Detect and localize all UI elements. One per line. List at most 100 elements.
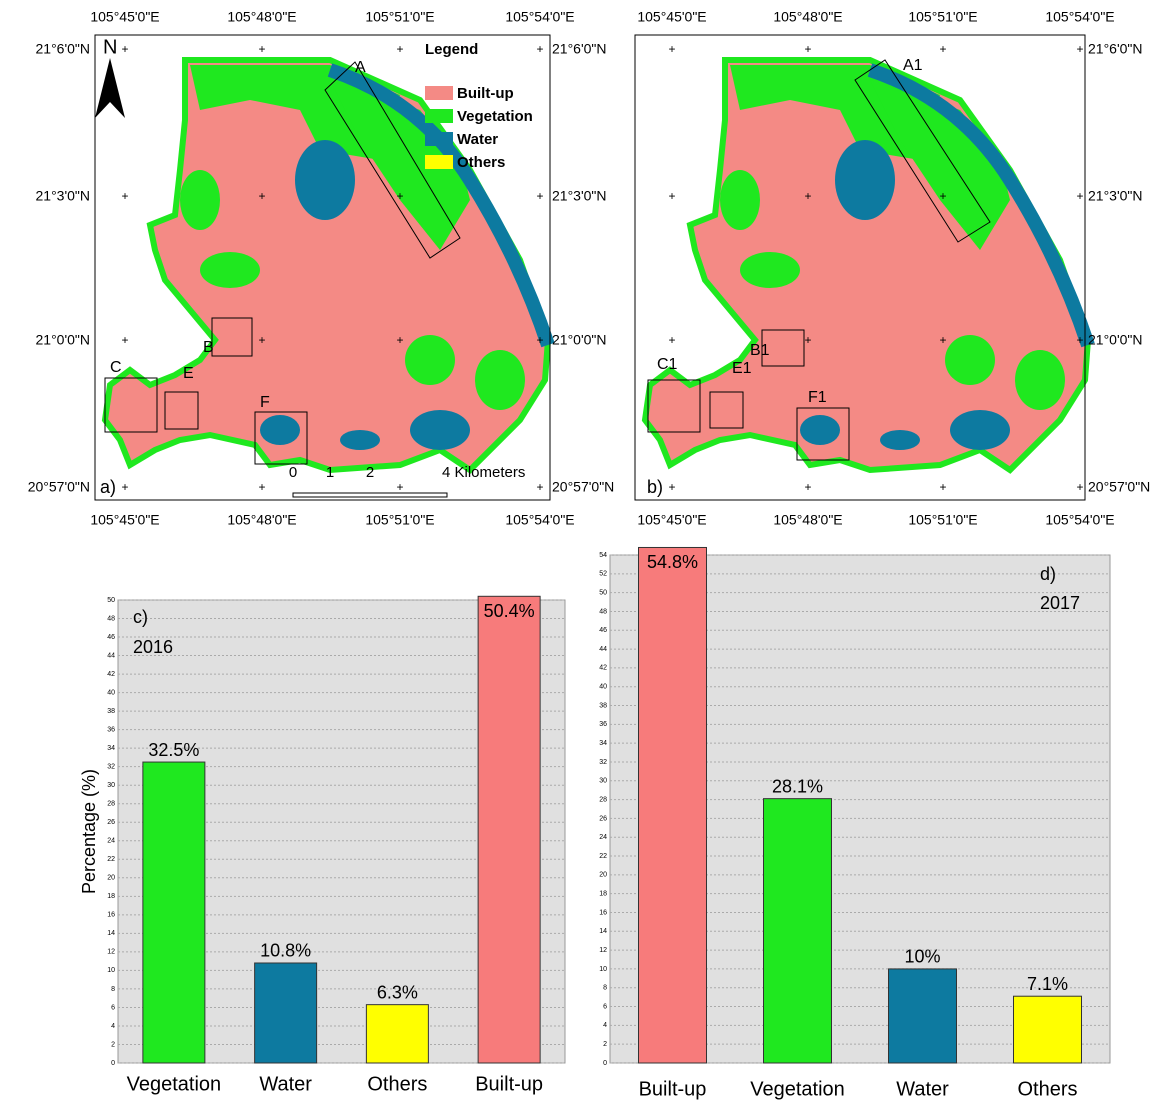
panel-label: a) [100, 477, 116, 497]
graticule-cross: + [536, 42, 543, 56]
graticule-cross: + [121, 333, 128, 347]
y-tick-label: 34 [599, 740, 607, 747]
x-tick-label: Water [259, 1073, 312, 1095]
lon-label: 105°51'0"E [908, 512, 977, 528]
lat-label: 21°6'0"N [1088, 41, 1143, 57]
north-arrow [95, 58, 125, 118]
value-label: 10% [904, 947, 940, 967]
x-tick-label: Water [896, 1078, 949, 1100]
legend-label: Vegetation [457, 108, 533, 125]
inset-label: C1 [657, 356, 678, 373]
lon-label: 105°45'0"E [90, 512, 159, 528]
lat-label: 21°6'0"N [36, 41, 91, 57]
y-tick-label: 32 [107, 764, 115, 771]
y-tick-label: 2 [603, 1041, 607, 1048]
scale-label: 2 [366, 464, 374, 481]
inset-label: C [110, 359, 122, 376]
value-label: 32.5% [148, 740, 199, 760]
y-tick-label: 0 [603, 1060, 607, 1067]
value-label: 7.1% [1027, 974, 1068, 994]
y-tick-label: 18 [599, 891, 607, 898]
lat-label: 21°3'0"N [36, 188, 91, 204]
legend-label: Others [457, 154, 505, 171]
inset-label: F [260, 394, 270, 411]
y-tick-label: 36 [107, 726, 115, 733]
graticule-cross: + [121, 42, 128, 56]
scale-bar [293, 493, 447, 497]
graticule-cross: + [804, 42, 811, 56]
y-tick-label: 50 [107, 597, 115, 604]
lat-label: 21°0'0"N [1088, 332, 1143, 348]
y-tick-label: 22 [107, 856, 115, 863]
graticule-cross: + [939, 42, 946, 56]
y-tick-label: 28 [599, 796, 607, 803]
lon-label: 105°45'0"E [637, 9, 706, 25]
legend-swatch [425, 109, 453, 123]
graticule-cross: + [668, 189, 675, 203]
graticule-cross: + [668, 333, 675, 347]
lon-label: 105°45'0"E [90, 9, 159, 25]
x-tick-label: Built-up [639, 1078, 707, 1100]
lat-label: 20°57'0"N [552, 479, 614, 495]
bar [366, 1005, 428, 1063]
y-tick-label: 44 [599, 646, 607, 653]
lon-label: 105°51'0"E [908, 9, 977, 25]
y-tick-label: 0 [111, 1060, 115, 1067]
y-tick-label: 12 [107, 949, 115, 956]
lon-label: 105°51'0"E [365, 512, 434, 528]
y-tick-label: 50 [599, 589, 607, 596]
value-label: 54.8% [647, 552, 698, 572]
inset-label: A1 [903, 57, 923, 74]
y-tick-label: 30 [599, 778, 607, 785]
graticule-cross: + [668, 42, 675, 56]
annotation: 2017 [1040, 593, 1080, 613]
y-tick-label: 6 [111, 1004, 115, 1011]
inset-label: E [183, 365, 194, 382]
y-tick-label: 12 [599, 947, 607, 954]
y-tick-label: 32 [599, 759, 607, 766]
inset-label: B [203, 339, 214, 356]
y-tick-label: 54 [599, 552, 607, 559]
y-tick-label: 20 [599, 872, 607, 879]
y-tick-label: 8 [603, 985, 607, 992]
y-tick-label: 46 [599, 627, 607, 634]
graticule-cross: + [258, 189, 265, 203]
value-label: 10.8% [260, 941, 311, 961]
graticule-cross: + [536, 480, 543, 494]
graticule-cross: + [1076, 189, 1083, 203]
x-tick-label: Others [1017, 1078, 1077, 1100]
lon-label: 105°48'0"E [773, 9, 842, 25]
value-label: 50.4% [484, 601, 535, 621]
y-tick-label: 48 [107, 615, 115, 622]
graticule-cross: + [258, 42, 265, 56]
bar [639, 547, 707, 1063]
y-tick-label: 10 [599, 966, 607, 973]
lat-label: 20°57'0"N [1088, 479, 1150, 495]
lon-label: 105°48'0"E [773, 512, 842, 528]
y-tick-label: 30 [107, 782, 115, 789]
graticule-cross: + [939, 480, 946, 494]
graticule-cross: + [939, 333, 946, 347]
value-label: 6.3% [377, 982, 418, 1002]
graticule-cross: + [396, 333, 403, 347]
y-tick-label: 48 [599, 608, 607, 615]
y-tick-label: 14 [599, 928, 607, 935]
lat-label: 21°0'0"N [552, 332, 607, 348]
annotation: d) [1040, 564, 1056, 584]
legend-label: Built-up [457, 85, 514, 102]
y-tick-label: 4 [111, 1023, 115, 1030]
lat-label: 21°3'0"N [1088, 188, 1143, 204]
graticule-cross: + [396, 480, 403, 494]
north-label: N [103, 36, 117, 58]
graticule-cross: + [939, 189, 946, 203]
y-tick-label: 2 [111, 1041, 115, 1048]
lon-label: 105°48'0"E [227, 512, 296, 528]
graticule-cross: + [536, 189, 543, 203]
lon-label: 105°54'0"E [1045, 512, 1114, 528]
scale-label: 1 [326, 464, 334, 481]
y-tick-label: 40 [599, 684, 607, 691]
lat-label: 20°57'0"N [28, 479, 90, 495]
y-tick-label: 42 [599, 665, 607, 672]
y-tick-label: 6 [603, 1003, 607, 1010]
graticule-cross: + [121, 480, 128, 494]
